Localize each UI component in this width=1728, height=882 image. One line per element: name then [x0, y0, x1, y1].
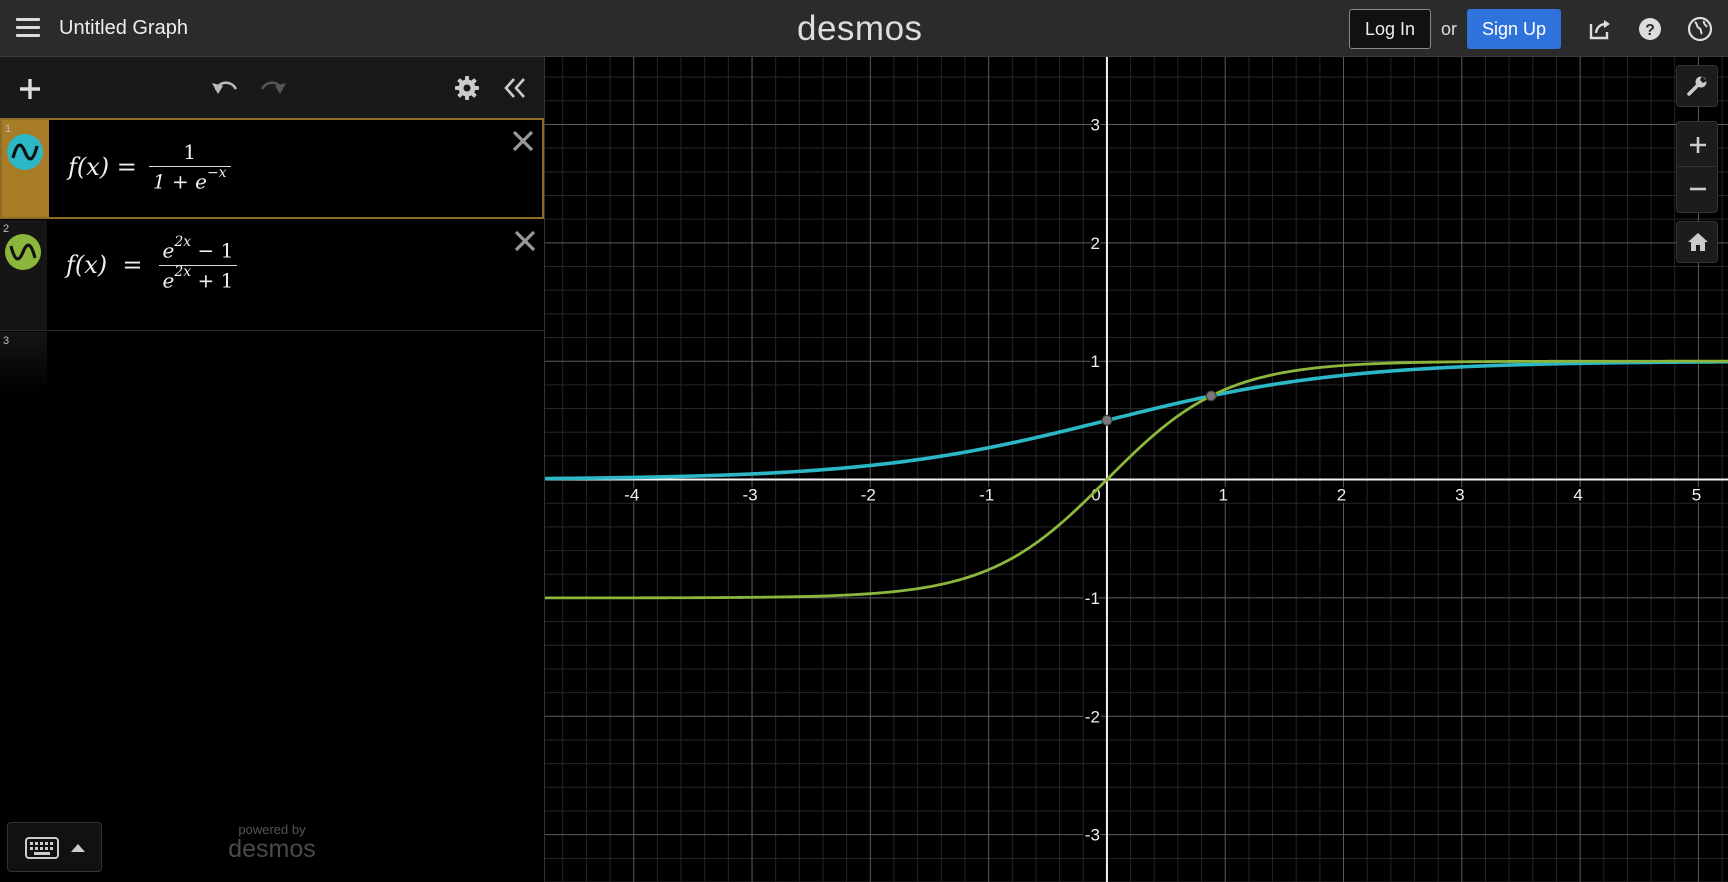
- plus-icon: [1690, 137, 1706, 153]
- intersection-point: [1205, 390, 1217, 402]
- expression-gutter: [0, 332, 47, 392]
- graph-settings-button[interactable]: [1676, 65, 1718, 107]
- signup-button[interactable]: Sign Up: [1467, 9, 1561, 49]
- expression-row-1[interactable]: 1 f(x) = 1 1 + e−x: [0, 118, 544, 219]
- redo-icon[interactable]: [258, 74, 288, 100]
- expression-index: 3: [3, 335, 10, 347]
- fraction-numerator: 1: [183, 140, 197, 164]
- y-tick-label: 3: [1090, 115, 1099, 134]
- graph-title[interactable]: Untitled Graph: [59, 17, 188, 39]
- expression-index: 2: [3, 223, 10, 235]
- top-bar: Untitled Graph desmos Log In or Sign Up …: [0, 0, 1728, 57]
- fraction-denominator: 1 + e−x: [148, 165, 231, 194]
- powered-by-desmos: powered by desmos: [222, 822, 322, 863]
- minor-grid: [545, 57, 1728, 882]
- curves: [545, 359, 1728, 600]
- undo-icon[interactable]: [210, 74, 240, 100]
- caret-up-icon: [71, 844, 85, 852]
- default-viewport-button[interactable]: [1676, 221, 1718, 263]
- svg-text:?: ?: [1645, 22, 1655, 39]
- graph-canvas[interactable]: -4 -3 -2 -1 0 1 2 3 4 5 -3 -2 -1 1 2 3: [545, 57, 1728, 882]
- zoom-out-button[interactable]: [1676, 167, 1718, 213]
- y-tick-label: -1: [1085, 589, 1100, 608]
- add-expression-icon[interactable]: [17, 76, 43, 102]
- settings-gear-icon[interactable]: [454, 75, 480, 101]
- expression-index: 1: [5, 123, 12, 135]
- hamburger-menu-icon[interactable]: [16, 18, 40, 38]
- denominator-exponent: −x: [206, 165, 227, 181]
- expression-lhs: f(x) =: [66, 251, 143, 280]
- numerator-tail: − 1: [191, 238, 234, 263]
- expression-toolbar: [0, 57, 544, 118]
- x-tick-label: -2: [861, 486, 876, 505]
- fraction-denominator: e2x + 1: [158, 263, 238, 293]
- minus-icon: [1690, 187, 1706, 191]
- wave-icon-2[interactable]: [5, 234, 41, 270]
- home-icon: [1688, 233, 1708, 251]
- fraction: e2x − 1 e2x + 1: [158, 234, 238, 293]
- collapse-panel-icon[interactable]: [503, 76, 527, 100]
- axes: [545, 57, 1728, 882]
- share-icon[interactable]: [1586, 15, 1614, 43]
- zoom-in-button[interactable]: [1676, 121, 1718, 167]
- x-tick-label: -1: [979, 486, 994, 505]
- x-tick-label: 5: [1692, 486, 1701, 505]
- x-tick-label: 3: [1455, 486, 1464, 505]
- denominator-base: e: [162, 268, 175, 293]
- denominator-exponent: 2x: [174, 263, 192, 280]
- expression-math-1[interactable]: f(x) = 1 1 + e−x: [68, 140, 231, 194]
- keyboard-toggle-button[interactable]: [7, 822, 102, 872]
- expression-math-2[interactable]: f(x) = e2x − 1 e2x + 1: [66, 234, 238, 293]
- tick-labels: -4 -3 -2 -1 0 1 2 3 4 5 -3 -2 -1 1 2 3: [622, 113, 1703, 846]
- numerator-exponent: 2x: [174, 234, 192, 250]
- numerator-base: e: [162, 238, 175, 263]
- expression-lhs: f(x) =: [68, 152, 137, 181]
- expression-row-3[interactable]: 3: [0, 332, 544, 392]
- y-tick-label: -3: [1085, 826, 1100, 845]
- graph-paper[interactable]: -4 -3 -2 -1 0 1 2 3 4 5 -3 -2 -1 1 2 3: [545, 57, 1728, 882]
- fraction: 1 1 + e−x: [148, 140, 231, 194]
- x-tick-label: 1: [1218, 486, 1227, 505]
- tanh-curve: [545, 359, 1728, 600]
- x-tick-label: -4: [624, 486, 639, 505]
- denominator-tail: + 1: [191, 268, 234, 293]
- powered-by-brand: desmos: [228, 835, 316, 863]
- expression-row-2[interactable]: 2 f(x) = e2x − 1 e2x + 1: [0, 220, 544, 331]
- or-text: or: [1441, 19, 1458, 39]
- x-tick-label: 4: [1573, 486, 1582, 505]
- expression-panel: 1 f(x) = 1 1 + e−x 2 f(x) = e2x − 1 e2x …: [0, 57, 545, 882]
- desmos-logo: desmos: [797, 9, 923, 48]
- wave-icon-1[interactable]: [7, 134, 43, 170]
- x-tick-label: 2: [1337, 486, 1346, 505]
- y-tick-label: -2: [1085, 707, 1100, 726]
- major-grid: [545, 57, 1728, 882]
- y-tick-label: 1: [1090, 352, 1099, 371]
- fraction-numerator: e2x − 1: [159, 234, 238, 265]
- intersection-points: [1101, 390, 1217, 426]
- y-tick-label: 2: [1090, 234, 1099, 253]
- delete-expression-2-icon[interactable]: [512, 228, 538, 254]
- globe-icon[interactable]: [1686, 15, 1714, 43]
- x-tick-label: 0: [1091, 486, 1100, 505]
- login-button[interactable]: Log In: [1349, 9, 1431, 49]
- sigmoid-curve: [545, 360, 1728, 481]
- intersection-point: [1101, 414, 1113, 426]
- delete-expression-1-icon[interactable]: [510, 128, 536, 154]
- denominator-base: 1 + e: [152, 169, 207, 194]
- powered-by-text: powered by: [238, 822, 306, 837]
- x-tick-label: -3: [742, 486, 757, 505]
- wrench-icon: [1687, 76, 1707, 96]
- keyboard-icon: [25, 837, 59, 859]
- help-icon[interactable]: ?: [1636, 15, 1664, 43]
